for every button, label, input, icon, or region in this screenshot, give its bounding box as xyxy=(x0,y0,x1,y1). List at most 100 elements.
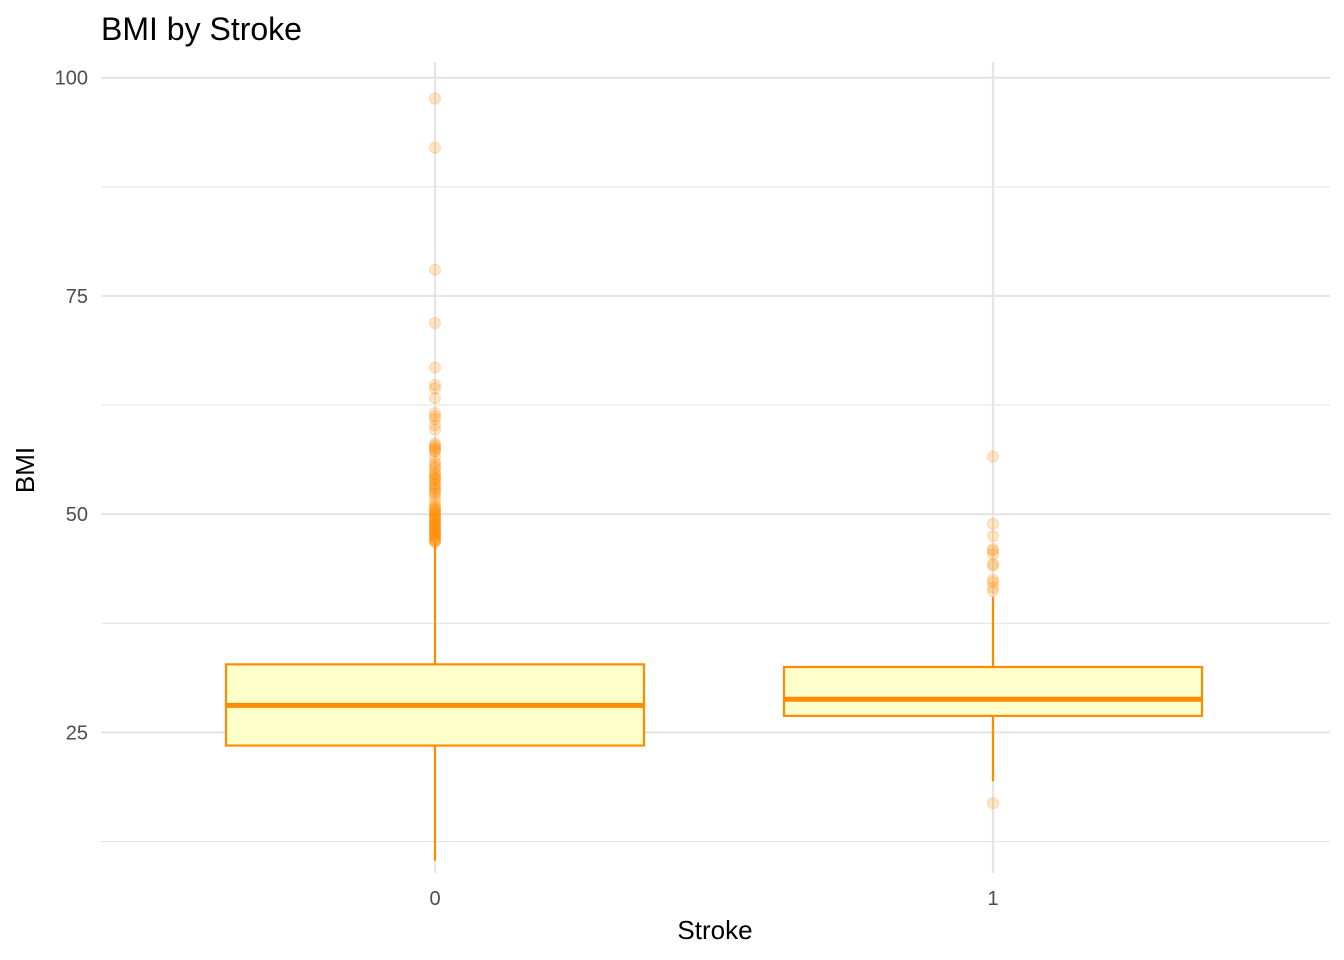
outlier-point xyxy=(429,517,441,530)
outlier-point xyxy=(429,445,441,458)
outlier-point xyxy=(429,530,441,543)
outlier-point xyxy=(429,419,441,432)
outlier-point xyxy=(429,519,441,532)
outlier-point xyxy=(429,455,441,468)
y-tick-label: 75 xyxy=(66,286,88,308)
x-axis-title: Stroke xyxy=(677,915,752,945)
outlier-point xyxy=(429,462,441,475)
outlier-point xyxy=(429,523,441,536)
outlier-point xyxy=(429,488,441,501)
outlier-point xyxy=(429,525,441,538)
outlier-point xyxy=(987,573,999,586)
outlier-point xyxy=(429,263,441,276)
outlier-point xyxy=(429,503,441,516)
outlier-point xyxy=(429,509,441,522)
outlier-point xyxy=(429,531,441,544)
outlier-point xyxy=(429,437,441,450)
y-axis-ticks: 25 50 75 100 xyxy=(55,68,88,745)
outlier-point xyxy=(429,439,441,452)
outlier-point xyxy=(429,406,441,419)
outlier-point xyxy=(429,511,441,524)
outlier-point xyxy=(987,581,999,594)
boxes xyxy=(224,92,1204,861)
outlier-point xyxy=(987,450,999,463)
outlier-point xyxy=(987,557,999,570)
outlier-point xyxy=(429,458,441,471)
outlier-point xyxy=(429,522,441,535)
outlier-point xyxy=(429,423,441,436)
outlier-point xyxy=(429,507,441,520)
box-0 xyxy=(224,92,646,861)
outlier-point xyxy=(429,530,441,543)
outlier-point xyxy=(429,444,441,457)
outlier-point xyxy=(429,474,441,487)
outlier-point xyxy=(429,501,441,514)
outlier-point xyxy=(429,440,441,453)
outlier-point xyxy=(429,470,441,483)
outlier-point xyxy=(429,515,441,528)
outlier-point xyxy=(429,483,441,496)
grid-lines xyxy=(101,62,1330,873)
outlier-point xyxy=(429,506,441,519)
outlier-point xyxy=(987,797,999,810)
outlier-point xyxy=(429,499,441,512)
y-tick-label: 50 xyxy=(66,504,88,526)
outlier-point xyxy=(987,576,999,589)
outlier-point xyxy=(429,482,441,495)
outlier-point xyxy=(429,141,441,154)
box-iqr xyxy=(782,665,1204,717)
outlier-point xyxy=(429,516,441,529)
outlier-point xyxy=(429,509,441,522)
outlier-point xyxy=(429,526,441,539)
outlier-point xyxy=(429,450,441,463)
outlier-point xyxy=(429,317,441,330)
outlier-point xyxy=(987,543,999,556)
outlier-point xyxy=(429,473,441,486)
outlier-point xyxy=(429,413,441,426)
outlier-point xyxy=(429,461,441,474)
y-tick-label: 100 xyxy=(55,68,88,90)
outlier-point xyxy=(429,382,441,395)
outlier-point xyxy=(987,548,999,561)
outlier-point xyxy=(429,410,441,423)
outlier-point xyxy=(429,534,441,547)
outlier-point xyxy=(429,92,441,105)
outlier-point xyxy=(429,521,441,534)
outlier-point xyxy=(429,486,441,499)
outlier-point xyxy=(429,491,441,504)
outlier-point xyxy=(987,530,999,543)
outlier-point xyxy=(429,379,441,392)
outlier-point xyxy=(429,513,441,526)
outlier-point xyxy=(429,481,441,494)
outlier-point xyxy=(429,361,441,374)
outlier-point xyxy=(429,477,441,490)
outlier-point xyxy=(987,517,999,530)
x-tick-label: 1 xyxy=(987,888,998,910)
outlier-point xyxy=(429,472,441,485)
outlier-point xyxy=(429,392,441,405)
y-axis-title: BMI xyxy=(10,447,40,493)
outlier-point xyxy=(429,527,441,540)
outlier-point xyxy=(429,467,441,480)
outlier-point xyxy=(429,536,441,549)
outlier-point xyxy=(429,523,441,536)
outlier-point xyxy=(429,502,441,515)
outlier-point xyxy=(429,529,441,542)
outlier-point xyxy=(987,585,999,598)
box-1 xyxy=(782,450,1204,810)
outlier-point xyxy=(987,544,999,557)
y-tick-label: 25 xyxy=(66,722,88,744)
outlier-point xyxy=(987,559,999,572)
outlier-point xyxy=(429,504,441,517)
chart-title: BMI by Stroke xyxy=(101,11,302,47)
outlier-point xyxy=(429,495,441,508)
outlier-point xyxy=(429,478,441,491)
outlier-point xyxy=(429,535,441,548)
outlier-point xyxy=(429,518,441,531)
outlier-point xyxy=(429,512,441,525)
outlier-point xyxy=(429,468,441,481)
x-tick-label: 0 xyxy=(429,888,440,910)
outlier-point xyxy=(429,442,441,455)
